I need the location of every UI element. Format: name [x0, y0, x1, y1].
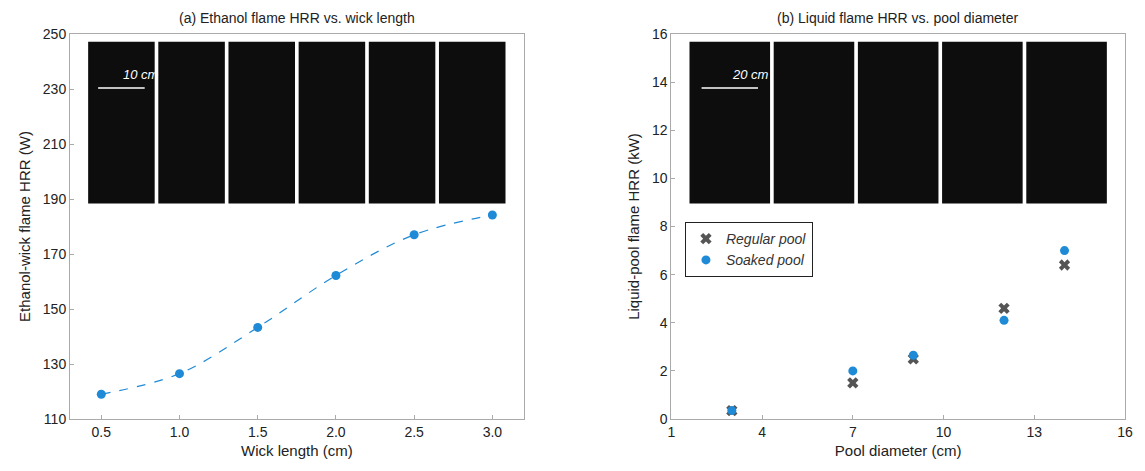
- svg-text:4: 4: [660, 315, 668, 331]
- svg-text:8: 8: [660, 218, 668, 234]
- svg-text:12: 12: [652, 122, 668, 138]
- svg-text:210: 210: [43, 136, 67, 152]
- svg-text:170: 170: [43, 246, 67, 262]
- svg-text:Liquid-pool flame HRR (kW): Liquid-pool flame HRR (kW): [625, 133, 642, 320]
- svg-text:Ethanol-wick flame HRR (W): Ethanol-wick flame HRR (W): [16, 131, 33, 322]
- svg-text:4: 4: [758, 424, 766, 440]
- svg-text:3.0: 3.0: [483, 424, 503, 440]
- svg-text:14: 14: [652, 74, 668, 90]
- svg-text:Regular pool: Regular pool: [726, 231, 806, 247]
- svg-text:2.5: 2.5: [404, 424, 424, 440]
- svg-text:20 cm: 20 cm: [732, 67, 769, 82]
- svg-text:1: 1: [667, 424, 675, 440]
- svg-text:Soaked pool: Soaked pool: [726, 252, 805, 268]
- svg-text:16: 16: [1117, 424, 1133, 440]
- svg-text:230: 230: [43, 81, 67, 97]
- svg-text:2: 2: [660, 363, 668, 379]
- svg-text:(b) Liquid flame HRR vs. pool: (b) Liquid flame HRR vs. pool diameter: [777, 10, 1019, 26]
- svg-text:10 cm: 10 cm: [123, 67, 159, 82]
- svg-text:6: 6: [660, 267, 668, 283]
- svg-text:16: 16: [652, 26, 668, 42]
- svg-text:(a) Ethanol flame HRR vs. wick: (a) Ethanol flame HRR vs. wick length: [179, 10, 415, 26]
- svg-text:13: 13: [1026, 424, 1042, 440]
- svg-text:10: 10: [936, 424, 952, 440]
- svg-text:10: 10: [652, 170, 668, 186]
- svg-text:0: 0: [660, 411, 668, 427]
- svg-text:190: 190: [43, 191, 67, 207]
- svg-text:Wick length (cm): Wick length (cm): [241, 442, 353, 459]
- svg-text:1.0: 1.0: [170, 424, 190, 440]
- svg-text:150: 150: [43, 301, 67, 317]
- svg-text:250: 250: [43, 26, 67, 42]
- svg-text:2.0: 2.0: [326, 424, 346, 440]
- svg-text:7: 7: [849, 424, 857, 440]
- svg-text:130: 130: [43, 356, 67, 372]
- svg-text:110: 110: [44, 411, 67, 427]
- svg-text:1.5: 1.5: [248, 424, 268, 440]
- svg-text:Pool diameter (cm): Pool diameter (cm): [835, 442, 962, 459]
- svg-text:0.5: 0.5: [92, 424, 112, 440]
